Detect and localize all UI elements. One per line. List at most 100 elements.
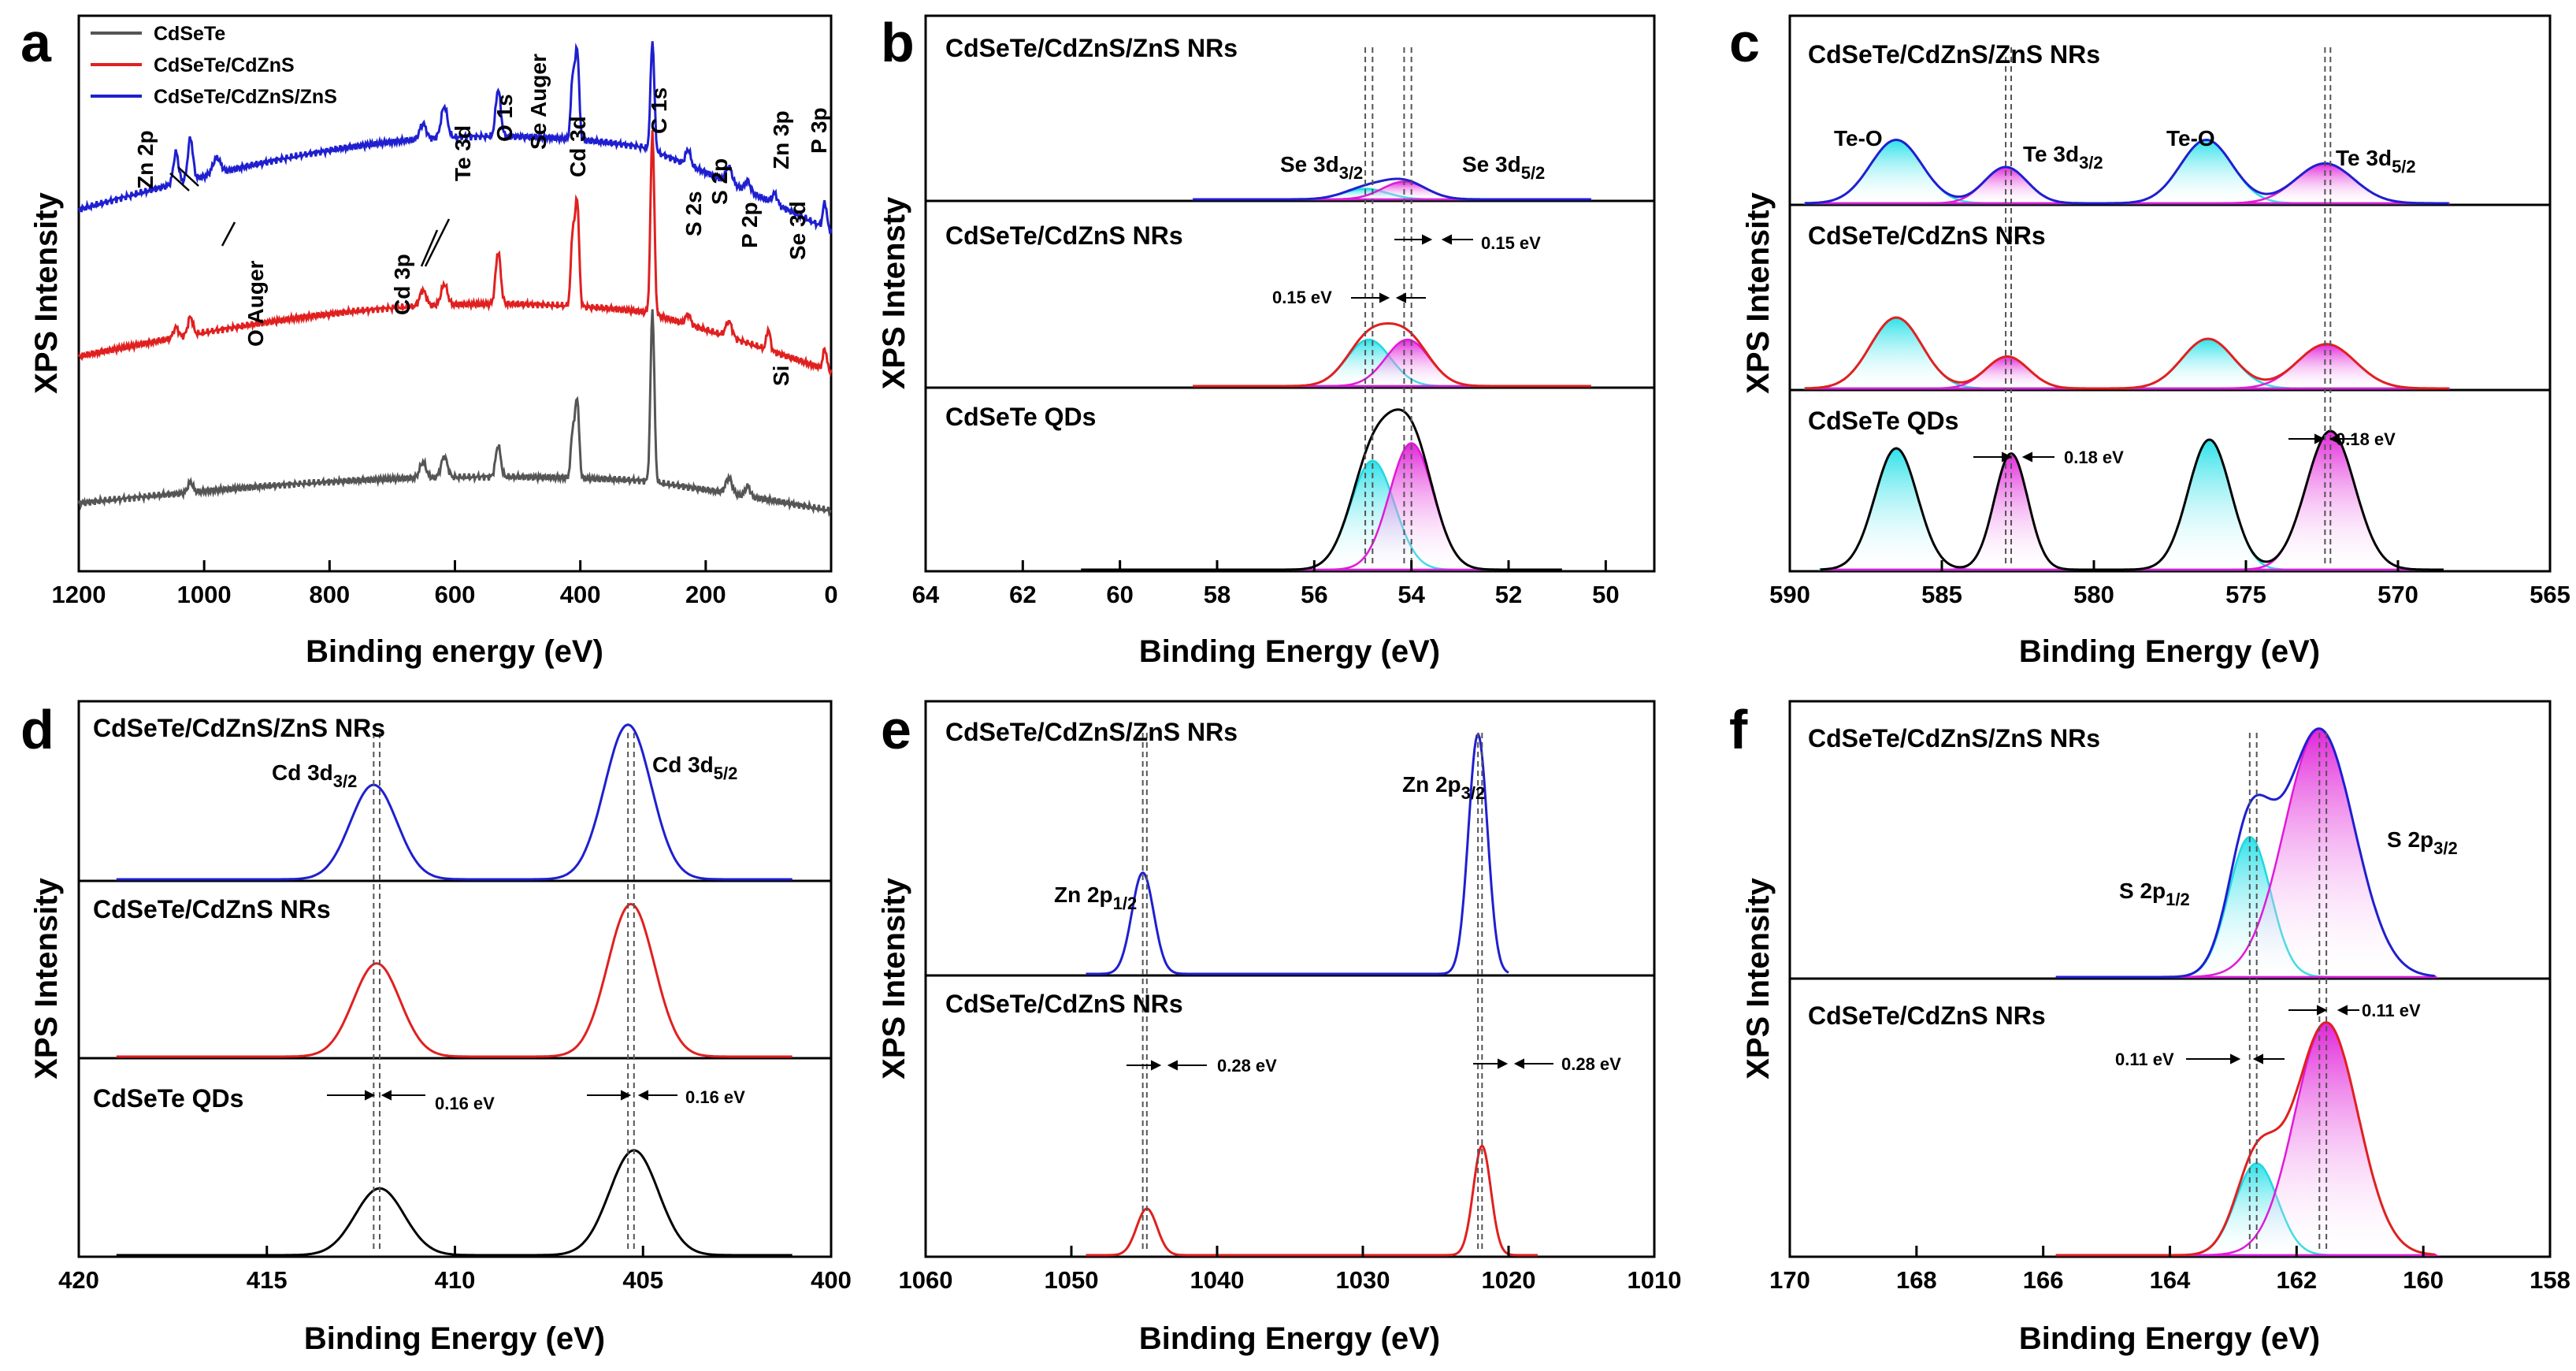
- peak-label-zn3p: Zn 3p: [769, 110, 793, 169]
- x-tick-label-b-7: 50: [1592, 581, 1619, 608]
- x-tick-label-d-1: 415: [247, 1266, 288, 1294]
- peak-label-te3d32: Te 3d3/2: [2023, 142, 2103, 173]
- x-axis-d: 420 415 410 405 400: [58, 1246, 852, 1294]
- sample-label-f-1: CdSeTe/CdZnS/ZnS NRs: [1808, 724, 2100, 752]
- x-axis-label-d: Binding Energy (eV): [304, 1321, 605, 1356]
- x-tick-label-a-5: 200: [685, 581, 726, 608]
- peak-label-se3d32: Se 3d3/2: [1280, 152, 1363, 183]
- x-tick-label-c-2: 580: [2073, 581, 2114, 608]
- peak-label-se3d: Se 3d: [785, 201, 810, 260]
- x-tick-label-e-2: 1040: [1190, 1266, 1245, 1294]
- x-tick-label-e-3: 1030: [1336, 1266, 1390, 1294]
- x-tick-label-a-3: 600: [435, 581, 476, 608]
- x-axis-label-e: Binding Energy (eV): [1139, 1321, 1440, 1356]
- x-tick-label-e-4: 1020: [1482, 1266, 1536, 1294]
- x-tick-label-f-4: 162: [2276, 1266, 2317, 1294]
- sample-label-c-2: CdSeTe/CdZnS NRs: [1808, 221, 2046, 250]
- x-tick-label-b-2: 60: [1106, 581, 1133, 608]
- peak-label-se-auger: Se Auger: [526, 54, 551, 150]
- spectrum-a-cdsete-cdzns: [77, 130, 833, 377]
- spectrum-d-2: [116, 1149, 792, 1257]
- x-tick-label-d-3: 405: [622, 1266, 663, 1294]
- spectrum-b-1: [1193, 322, 1591, 388]
- x-tick-label-c-1: 585: [1921, 581, 1962, 608]
- peak-label-cd3p: Cd 3p: [390, 254, 414, 315]
- sample-label-c-1: CdSeTe/CdZnS/ZnS NRs: [1808, 40, 2100, 69]
- panel-letter-d: d: [20, 699, 54, 760]
- x-axis-label-b: Binding Energy (eV): [1139, 634, 1440, 669]
- x-axis-c: 590 585 580 575 570 565: [1769, 560, 2570, 608]
- peak-label-te3d: Te 3d: [451, 125, 475, 181]
- peak-label-s2s: S 2s: [681, 191, 706, 236]
- sample-label-c-3: CdSeTe QDs: [1808, 407, 1958, 435]
- x-tick-label-e-1: 1050: [1045, 1266, 1099, 1294]
- shift-arrows-e: [1127, 1058, 1553, 1071]
- x-tick-label-a-2: 800: [309, 581, 350, 608]
- spectrum-e-0: [1086, 732, 1509, 975]
- peak-label-s2p12: S 2p1/2: [2119, 879, 2190, 909]
- panel-b: b 64 62 60 58 56 54 52 50 CdSeTe/CdZnS/ZnS NRs …: [877, 12, 1656, 669]
- x-tick-label-d-2: 410: [435, 1266, 476, 1294]
- panel-f: f 170 168 166 164 162 160 158 CdSeTe/CdZnS/ZnS…: [1729, 699, 2570, 1356]
- spectrum-a-cdsete-cdzns-zns: [77, 41, 833, 234]
- x-tick-label-b-0: 64: [912, 581, 940, 608]
- legend-label-cdsete-cdzns-zns: CdSeTe/CdZnS/ZnS: [154, 86, 337, 108]
- shift-label-f-1: 0.11 eV: [2115, 1050, 2174, 1069]
- peak-annotations-a: [169, 166, 451, 267]
- spectra-b: [1081, 47, 1591, 571]
- x-axis-label-a: Binding energy (eV): [306, 634, 603, 669]
- x-tick-label-a-0: 1200: [52, 581, 106, 608]
- plot-frame-c: [1788, 14, 2552, 573]
- y-axis-label-c: XPS Intensity: [1741, 191, 1776, 393]
- peak-label-p3p: P 3p: [807, 107, 831, 154]
- peak-label-zn2p: Zn 2p: [133, 130, 158, 189]
- spectrum-f-0: [2055, 727, 2435, 979]
- peak-label-cd3d52: Cd 3d5/2: [652, 752, 737, 783]
- peak-label-te-o-1: Te-O: [1834, 126, 1883, 150]
- panel-letter-a: a: [20, 12, 52, 73]
- x-tick-label-f-1: 168: [1896, 1266, 1937, 1294]
- sample-label-b-2: CdSeTe/CdZnS NRs: [945, 221, 1183, 250]
- spectrum-c-1: [1805, 316, 2449, 390]
- spectrum-d-0: [116, 723, 792, 881]
- x-tick-label-b-4: 56: [1301, 581, 1327, 608]
- peak-label-o-auger: O Auger: [243, 260, 268, 347]
- spectrum-b-0: [1193, 177, 1591, 201]
- sample-label-e-1: CdSeTe/CdZnS/ZnS NRs: [945, 718, 1238, 746]
- x-tick-label-c-4: 570: [2377, 581, 2418, 608]
- x-tick-label-a-4: 400: [560, 581, 601, 608]
- shift-arrows-c: [1973, 433, 2355, 463]
- panel-e: e 1060 1050 1040 1030 1020 1010 CdSeTe/CdZnS/…: [877, 699, 1681, 1356]
- legend-label-cdsete: CdSeTe: [154, 23, 225, 45]
- legend-label-cdsete-cdzns: CdSeTe/CdZnS: [154, 54, 295, 76]
- shift-label-e-1: 0.28 eV: [1217, 1056, 1277, 1076]
- shift-label-c-1: 0.18 eV: [2064, 448, 2124, 467]
- spectra-f: [2055, 727, 2440, 1257]
- x-tick-label-b-3: 58: [1204, 581, 1230, 608]
- plot-frame-d: [77, 700, 833, 1258]
- peak-label-cd3d32: Cd 3d3/2: [272, 760, 357, 791]
- peak-label-c1s: C 1s: [647, 87, 671, 134]
- spectra-a: [77, 41, 833, 518]
- x-tick-label-c-5: 565: [2530, 581, 2570, 608]
- shift-label-d-2: 0.16 eV: [685, 1087, 745, 1107]
- spectrum-c-0: [1805, 138, 2449, 205]
- shift-label-f-2: 0.11 eV: [2362, 1001, 2421, 1020]
- panel-letter-f: f: [1729, 699, 1748, 760]
- x-tick-label-f-3: 164: [2150, 1266, 2191, 1294]
- fit-component-b-2-1: [1081, 442, 1562, 571]
- spectrum-e-1: [1086, 1144, 1538, 1257]
- x-tick-label-a-1: 1000: [177, 581, 232, 608]
- x-tick-label-d-0: 420: [58, 1266, 99, 1294]
- peak-label-se3d52: Se 3d5/2: [1462, 152, 1545, 183]
- x-tick-label-f-5: 160: [2403, 1266, 2444, 1294]
- shift-label-b-1: 0.15 eV: [1272, 288, 1332, 307]
- spectrum-b-2: [1081, 408, 1562, 571]
- y-axis-label-a: XPS Intensity: [29, 191, 64, 393]
- y-axis-label-b: XPS Intensty: [877, 196, 911, 389]
- peak-label-s2p32: S 2p3/2: [2387, 827, 2458, 858]
- sample-label-b-1: CdSeTe/CdZnS/ZnS NRs: [945, 34, 1238, 62]
- x-tick-label-f-0: 170: [1769, 1266, 1810, 1294]
- shift-arrows-d: [327, 1090, 677, 1101]
- x-tick-label-c-0: 590: [1769, 581, 1810, 608]
